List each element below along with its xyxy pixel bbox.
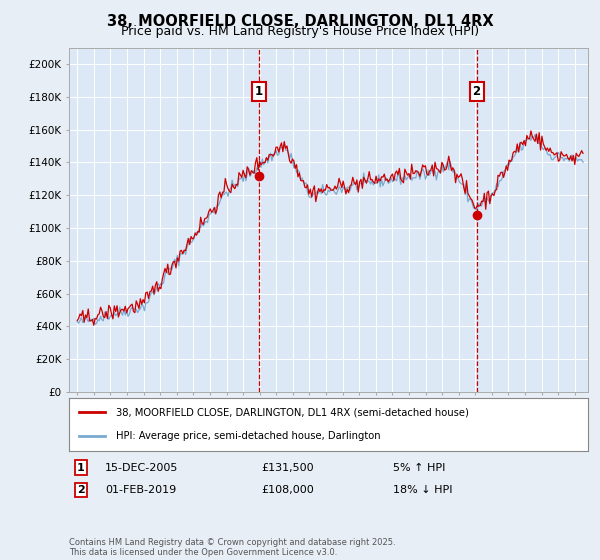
- Text: 15-DEC-2005: 15-DEC-2005: [105, 463, 178, 473]
- Text: 01-FEB-2019: 01-FEB-2019: [105, 485, 176, 495]
- Text: 18% ↓ HPI: 18% ↓ HPI: [393, 485, 452, 495]
- Text: 1: 1: [255, 85, 263, 99]
- Text: 2: 2: [77, 485, 85, 495]
- Text: HPI: Average price, semi-detached house, Darlington: HPI: Average price, semi-detached house,…: [116, 431, 380, 441]
- Text: Contains HM Land Registry data © Crown copyright and database right 2025.
This d: Contains HM Land Registry data © Crown c…: [69, 538, 395, 557]
- Text: 1: 1: [77, 463, 85, 473]
- Text: 2: 2: [473, 85, 481, 99]
- Text: 38, MOORFIELD CLOSE, DARLINGTON, DL1 4RX (semi-detached house): 38, MOORFIELD CLOSE, DARLINGTON, DL1 4RX…: [116, 408, 469, 418]
- Text: 5% ↑ HPI: 5% ↑ HPI: [393, 463, 445, 473]
- Text: 38, MOORFIELD CLOSE, DARLINGTON, DL1 4RX: 38, MOORFIELD CLOSE, DARLINGTON, DL1 4RX: [107, 14, 493, 29]
- Text: £131,500: £131,500: [261, 463, 314, 473]
- Text: Price paid vs. HM Land Registry's House Price Index (HPI): Price paid vs. HM Land Registry's House …: [121, 25, 479, 38]
- Text: £108,000: £108,000: [261, 485, 314, 495]
